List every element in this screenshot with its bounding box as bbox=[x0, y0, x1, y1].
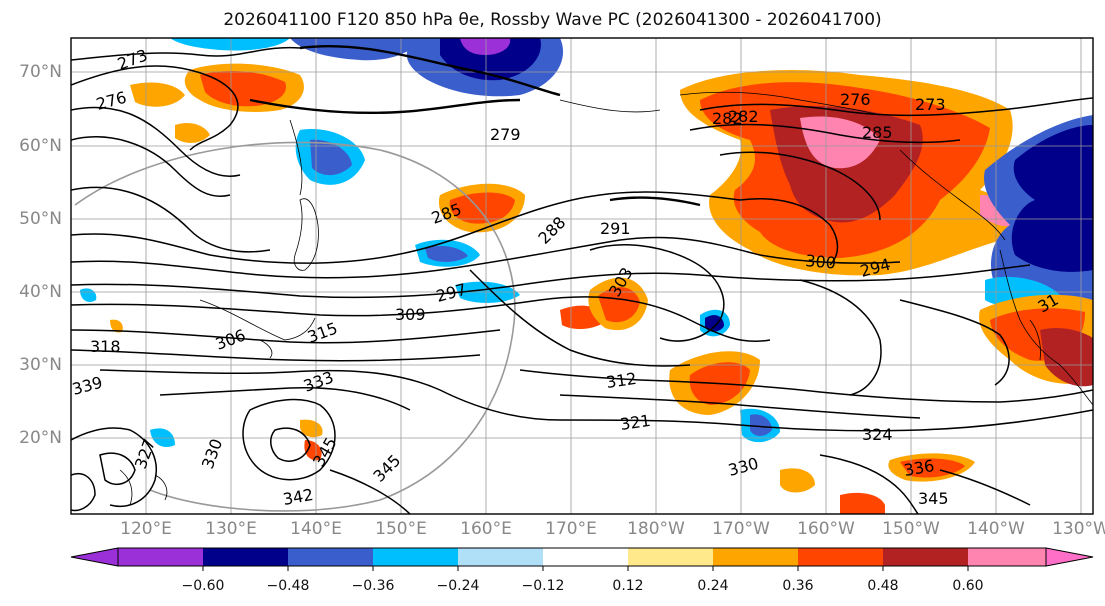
lat-label: 70°N bbox=[19, 62, 62, 82]
colorbar-tick-label: 0.12 bbox=[612, 578, 644, 594]
colorbar bbox=[70, 547, 1094, 571]
lat-label: 60°N bbox=[19, 136, 62, 156]
contour-label: 273 bbox=[915, 95, 946, 114]
colorbar-under-arrow bbox=[70, 547, 119, 567]
lat-label: 40°N bbox=[19, 282, 62, 302]
theta-e-contours bbox=[71, 46, 1093, 514]
lat-label: 50°N bbox=[19, 209, 62, 229]
contour-label: 276 bbox=[840, 90, 871, 109]
lon-label: 170°E bbox=[545, 519, 597, 539]
contour-label: 300 bbox=[805, 251, 837, 273]
lon-label: 150°W bbox=[882, 519, 940, 539]
colorbar-tick-label: −0.48 bbox=[266, 578, 310, 594]
colorbar-tick-label: −0.12 bbox=[521, 578, 565, 594]
colorbar-tick-label: 0.36 bbox=[782, 578, 814, 594]
lon-label: 150°E bbox=[375, 519, 427, 539]
contour-label: 282 bbox=[728, 107, 759, 126]
lat-label: 20°N bbox=[19, 428, 62, 448]
contour-label: 291 bbox=[600, 219, 631, 238]
lon-label: 180°W bbox=[627, 519, 685, 539]
lon-label: 130°E bbox=[205, 519, 257, 539]
lon-label: 140°E bbox=[290, 519, 342, 539]
colorbar-tick-label: −0.24 bbox=[436, 578, 480, 594]
lat-label: 30°N bbox=[19, 355, 62, 375]
colorbar-tick-label: 0.48 bbox=[867, 578, 899, 594]
coastlines bbox=[119, 91, 1093, 506]
contour-label: 324 bbox=[862, 425, 893, 444]
lon-label: 170°W bbox=[712, 519, 770, 539]
contour-label: 345 bbox=[918, 489, 949, 508]
contour-label: 279 bbox=[490, 125, 521, 144]
map-title: 2026041100 F120 850 hPa θe, Rossby Wave … bbox=[223, 10, 882, 30]
colorbar-tick-label: 0.24 bbox=[697, 578, 729, 594]
colorbar-tick-label: −0.60 bbox=[181, 578, 225, 594]
contour-label: 321 bbox=[619, 411, 652, 434]
lon-label: 130°W bbox=[1052, 519, 1105, 539]
colorbar-over-arrow bbox=[1045, 547, 1094, 567]
colorbar-tick-label: −0.36 bbox=[351, 578, 395, 594]
lon-label: 160°E bbox=[460, 519, 512, 539]
contour-label: 312 bbox=[605, 369, 638, 392]
lon-label: 140°W bbox=[967, 519, 1025, 539]
contour-label: 318 bbox=[90, 337, 121, 356]
lon-label: 160°W bbox=[797, 519, 855, 539]
graticule bbox=[71, 38, 1093, 514]
contour-label: 282 bbox=[712, 109, 743, 128]
contour-label: 285 bbox=[862, 123, 893, 142]
colorbar-tick-label: 0.60 bbox=[952, 578, 984, 594]
map-area: 273 276 279 282 285 285 288 291 294 297 … bbox=[71, 38, 1093, 514]
lon-label: 120°E bbox=[120, 519, 172, 539]
anomaly-shading bbox=[80, 38, 1093, 514]
contour-label: 309 bbox=[395, 305, 426, 324]
